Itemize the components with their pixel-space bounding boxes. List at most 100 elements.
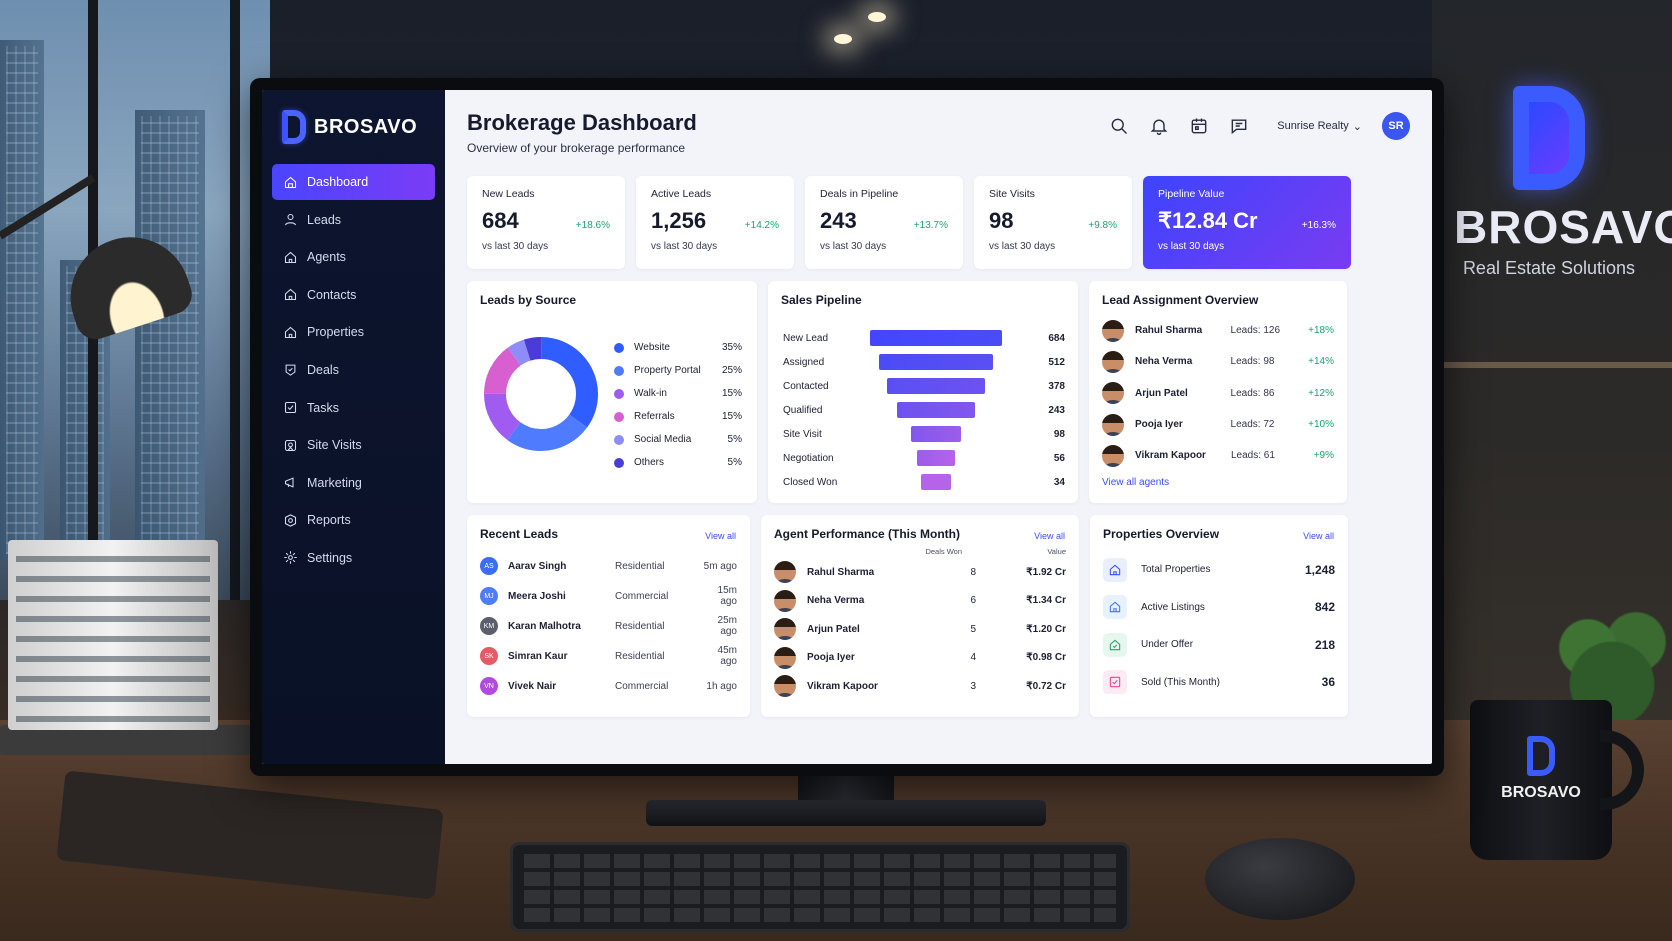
stage-bar[interactable] (911, 426, 961, 442)
kpi-card-site-visits[interactable]: Site Visits 98 +9.8% vs last 30 days (974, 176, 1132, 269)
agent-performance-list: Rahul Sharma 8 ₹1.92 Cr Neha Verma 6 ₹1.34 Cr… (774, 558, 1066, 701)
kpi-card-pipeline-value[interactable]: Pipeline Value ₹12.84 Cr +16.3% vs last 30 … (1143, 176, 1351, 269)
kpi-card-new-leads[interactable]: New Leads 684 +18.6% vs last 30 days (467, 176, 625, 269)
avatar (774, 675, 796, 698)
lead-row[interactable]: SK Simran Kaur Residential 45m ago (480, 641, 737, 671)
stage-value: 243 (1048, 404, 1065, 416)
stage-bar[interactable] (917, 450, 955, 466)
sidebar-item-settings[interactable]: Settings (272, 540, 435, 576)
col-deals-won: Deals Won (925, 547, 962, 556)
view-all-link[interactable]: View all (1303, 531, 1334, 541)
pipeline-stage: Qualified 243 (783, 398, 1065, 422)
sidebar-item-label: Settings (307, 550, 353, 565)
table-row[interactable]: Vikram Kapoor 3 ₹0.72 Cr (774, 672, 1066, 701)
agent-row[interactable]: Arjun Patel Leads: 86 +12% (1102, 378, 1334, 409)
stage-bar[interactable] (870, 330, 1002, 346)
model-base (0, 725, 260, 755)
mug-brand-name: BROSAVO (1501, 784, 1581, 801)
pipeline-stage: Site Visit 98 (783, 422, 1065, 446)
table-row[interactable]: Rahul Sharma 8 ₹1.92 Cr (774, 558, 1066, 587)
sidebar-item-label: Tasks (307, 400, 339, 415)
sidebar-item-reports[interactable]: Reports (272, 502, 435, 538)
view-all-agents-link[interactable]: View all agents (1102, 477, 1170, 489)
sidebar-item-tasks[interactable]: Tasks (272, 390, 435, 426)
brand-logo-icon (1513, 86, 1585, 190)
avatar (774, 618, 796, 641)
donut-slice-property-portal[interactable] (484, 337, 598, 451)
lead-row[interactable]: MJ Meera Joshi Commercial 15m ago (480, 581, 737, 611)
sidebar-item-label: Leads (307, 212, 342, 227)
sidebar-item-agents[interactable]: Agents (272, 239, 435, 275)
property-stat-row[interactable]: Sold (This Month) 36 (1103, 664, 1335, 702)
sidebar-item-marketing[interactable]: Marketing (272, 465, 435, 501)
brand-logo-icon (282, 110, 306, 144)
map-pin-icon (283, 438, 298, 453)
table-row[interactable]: Arjun Patel 5 ₹1.20 Cr (774, 615, 1066, 644)
deal-value: ₹1.34 Cr (1026, 595, 1066, 607)
agent-name: Arjun Patel (1135, 387, 1188, 399)
lead-initials-avatar: MJ (480, 587, 498, 605)
avatar (1102, 413, 1124, 436)
recent-leads-list: AS Aarav Singh Residential 5m ago MJ Meera Jo… (480, 551, 737, 701)
agent-leads: Leads: 72 (1230, 419, 1275, 431)
deals-won: 4 (970, 652, 976, 664)
agent-row[interactable]: Vikram Kapoor Leads: 61 +9% (1102, 440, 1334, 471)
stage-bar[interactable] (886, 378, 986, 394)
property-stat-row[interactable]: Under Offer 218 (1103, 626, 1335, 664)
sidebar-item-contacts[interactable]: Contacts (272, 277, 435, 313)
agent-row[interactable]: Rahul Sharma Leads: 126 +18% (1102, 315, 1334, 346)
org-switcher[interactable]: Sunrise Realty ⌄ (1277, 120, 1362, 133)
agent-row[interactable]: Pooja Iyer Leads: 72 +10% (1102, 409, 1334, 440)
agent-row[interactable]: Neha Verma Leads: 98 +14% (1102, 346, 1334, 377)
card-title: Leads by Source (480, 293, 577, 307)
property-stat-row[interactable]: Total Properties 1,248 (1103, 551, 1335, 589)
lead-row[interactable]: VN Vivek Nair Commercial 1h ago (480, 671, 737, 701)
donut-slice-walk-in[interactable] (484, 337, 598, 451)
kpi-change: +14.2% (744, 220, 779, 231)
calendar-icon[interactable] (1189, 116, 1209, 136)
source-legend: Website 35% Property Portal 25% Walk-in 15% Re… (614, 336, 742, 474)
table-row[interactable]: Neha Verma 6 ₹1.34 Cr (774, 587, 1066, 616)
pipeline-stage: Closed Won 34 (783, 470, 1065, 494)
view-all-link[interactable]: View all (1034, 531, 1065, 541)
sidebar-item-site-visits[interactable]: Site Visits (272, 427, 435, 463)
sidebar-item-dashboard[interactable]: Dashboard (272, 164, 435, 200)
kpi-card-deals-in-pipeline[interactable]: Deals in Pipeline 243 +13.7% vs last 30 day… (805, 176, 963, 269)
stage-label: New Lead (783, 332, 829, 344)
properties-overview-card: Properties Overview View all Total Prope… (1090, 515, 1348, 717)
stage-bar[interactable] (896, 402, 976, 418)
view-all-link[interactable]: View all (705, 531, 736, 541)
sidebar-item-leads[interactable]: Leads (272, 202, 435, 238)
kpi-label: Deals in Pipeline (820, 188, 899, 200)
bell-icon[interactable] (1149, 116, 1169, 136)
message-icon[interactable] (1229, 116, 1249, 136)
agent-name: Rahul Sharma (807, 566, 875, 578)
lead-initials-avatar: VN (480, 677, 498, 695)
stage-bar[interactable] (878, 354, 994, 370)
kpi-change: +13.7% (913, 220, 948, 231)
lead-time: 5m ago (703, 560, 737, 572)
user-avatar[interactable]: SR (1382, 112, 1410, 140)
kpi-card-active-leads[interactable]: Active Leads 1,256 +14.2% vs last 30 days (636, 176, 794, 269)
card-title: Sales Pipeline (781, 293, 862, 307)
table-row[interactable]: Pooja Iyer 4 ₹0.98 Cr (774, 644, 1066, 673)
stage-bar[interactable] (921, 474, 951, 490)
lead-row[interactable]: AS Aarav Singh Residential 5m ago (480, 551, 737, 581)
sidebar-item-deals[interactable]: Deals (272, 352, 435, 388)
leads-by-source-card: Leads by Source Website 35% Property Porta… (467, 281, 757, 503)
donut-slice-others[interactable] (484, 337, 598, 451)
avatar (774, 589, 796, 612)
search-icon[interactable] (1109, 116, 1129, 136)
agent-name: Neha Verma (807, 595, 865, 607)
property-stat-row[interactable]: Active Listings 842 (1103, 589, 1335, 627)
card-title: Properties Overview (1103, 527, 1220, 541)
agent-leads: Leads: 86 (1230, 387, 1275, 399)
city-window (0, 0, 270, 600)
donut-slice-website[interactable] (484, 337, 598, 451)
property-stat-value: 36 (1321, 675, 1335, 690)
header: Brokerage Dashboard Overview of your bro… (467, 104, 1410, 166)
brand-name: BROSAVO (314, 115, 418, 138)
lead-row[interactable]: KM Karan Malhotra Residential 25m ago (480, 611, 737, 641)
kpi-change: +18.6% (575, 220, 610, 231)
sidebar-item-properties[interactable]: Properties (272, 314, 435, 350)
